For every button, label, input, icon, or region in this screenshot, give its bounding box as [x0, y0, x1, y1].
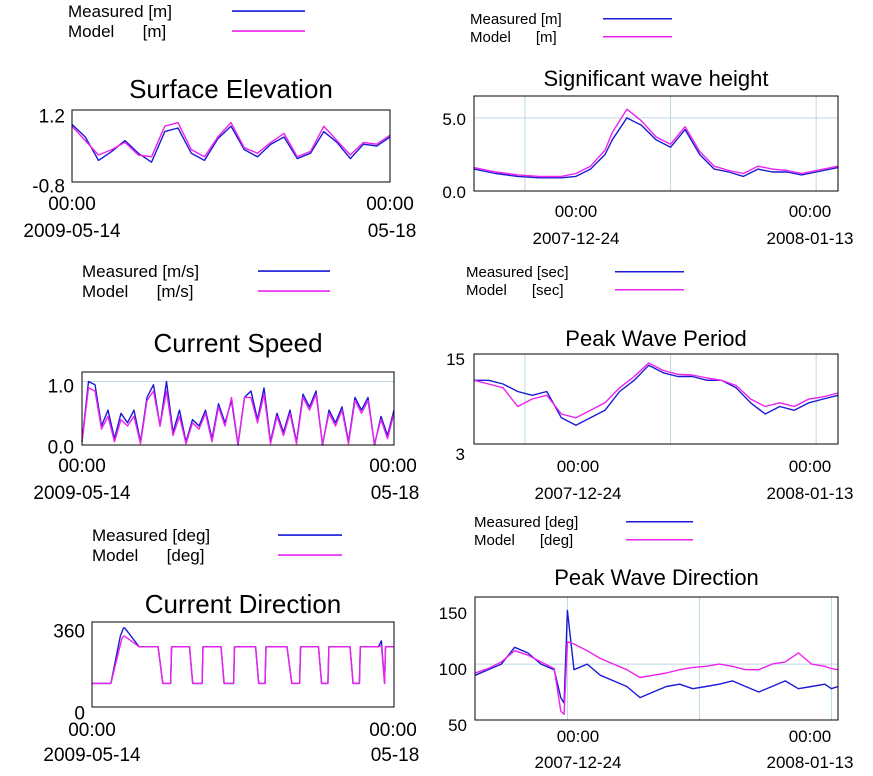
plot-frame	[473, 353, 839, 445]
legend-label: Model [sec]	[466, 282, 564, 299]
x-tick-date: 2009-05-14	[43, 745, 141, 766]
chart-title: Significant wave height	[543, 66, 768, 91]
x-tick-date: 05-18	[371, 483, 420, 504]
chart-title: Peak Wave Direction	[554, 565, 759, 590]
chart-title: Surface Elevation	[129, 74, 333, 104]
chart-panel: Measured [m/s]Model [m/s] Current Speed 1.…	[33, 262, 419, 504]
x-tick-date: 2009-05-14	[23, 221, 121, 242]
x-tick-time: 00:00	[557, 727, 600, 746]
x-tick-date: 2008-01-13	[767, 229, 854, 248]
y-tick-label: 50	[448, 716, 467, 735]
legend-label: Model [deg]	[474, 532, 573, 549]
series-model	[81, 387, 395, 445]
chart-panel: Measured [sec]Model [sec] Peak Wave Perio…	[446, 264, 853, 503]
y-tick-label: 15	[446, 350, 465, 369]
x-tick-date: 2008-01-13	[767, 484, 854, 503]
legend-label: Model [deg]	[92, 546, 204, 565]
y-tick-label: 1.0	[48, 377, 74, 398]
x-tick-time: 00:00	[48, 194, 96, 215]
series-measured	[92, 627, 394, 685]
legend-label: Measured [deg]	[474, 514, 578, 531]
plot-frame	[474, 596, 839, 721]
y-tick-label: -0.8	[32, 177, 65, 198]
plot-frame	[71, 109, 391, 183]
y-tick-label: 0.0	[442, 183, 466, 202]
y-tick-label: 3	[456, 445, 465, 464]
series-measured	[474, 364, 839, 426]
legend-label: Measured [m]	[470, 11, 562, 28]
x-tick-time: 00:00	[789, 727, 832, 746]
chart-title: Current Direction	[145, 589, 342, 619]
x-tick-time: 00:00	[789, 457, 832, 476]
legend-label: Model [m]	[68, 22, 166, 41]
x-tick-time: 00:00	[555, 202, 598, 221]
series-model	[92, 635, 394, 685]
x-tick-date: 2007-12-24	[533, 229, 620, 248]
plot-frame	[91, 621, 395, 708]
y-tick-label: 0.0	[48, 438, 74, 459]
plot-frame	[81, 371, 395, 446]
y-tick-label: 1.2	[39, 107, 65, 128]
chart-title: Current Speed	[153, 328, 322, 358]
series-model	[474, 641, 839, 716]
series-measured	[474, 609, 839, 704]
x-tick-time: 00:00	[557, 457, 600, 476]
x-tick-date: 2007-12-24	[535, 753, 622, 772]
x-tick-date: 05-18	[371, 745, 420, 766]
legend-label: Measured [m/s]	[82, 262, 199, 281]
series-measured	[71, 123, 391, 163]
legend-label: Model [m/s]	[82, 282, 193, 301]
y-tick-label: 100	[439, 660, 467, 679]
legend-label: Model [m]	[470, 29, 557, 46]
y-tick-label: 150	[439, 604, 467, 623]
x-tick-time: 00:00	[68, 720, 116, 741]
legend-label: Measured [deg]	[92, 526, 210, 545]
x-tick-time: 00:00	[369, 720, 417, 741]
x-tick-time: 00:00	[58, 456, 106, 477]
chart-panel: Measured [m]Model [m] Significant wave he…	[442, 11, 853, 248]
x-tick-date: 2008-01-13	[767, 753, 854, 772]
chart-panel: Measured [deg]Model [deg] Peak Wave Direc…	[439, 514, 854, 772]
legend-label: Measured [sec]	[466, 264, 569, 281]
series-model	[473, 108, 839, 178]
x-tick-date: 2009-05-14	[33, 483, 131, 504]
x-tick-time: 00:00	[789, 202, 832, 221]
plot-frame	[473, 95, 839, 192]
series-measured	[473, 117, 839, 179]
series-model	[71, 121, 391, 158]
chart-title: Peak Wave Period	[565, 326, 746, 351]
x-tick-time: 00:00	[369, 456, 417, 477]
chart-panel: Measured [m]Model [m] Surface Elevation 1.…	[23, 2, 416, 242]
x-tick-time: 00:00	[366, 194, 414, 215]
x-tick-date: 2007-12-24	[535, 484, 622, 503]
y-tick-label: 0	[74, 704, 85, 725]
series-model	[473, 362, 839, 419]
chart-panel: Measured [deg]Model [deg] Current Directi…	[43, 526, 419, 766]
y-tick-label: 360	[53, 622, 85, 643]
y-tick-label: 5.0	[442, 110, 466, 129]
x-tick-date: 05-18	[368, 221, 417, 242]
legend-label: Measured [m]	[68, 2, 172, 21]
